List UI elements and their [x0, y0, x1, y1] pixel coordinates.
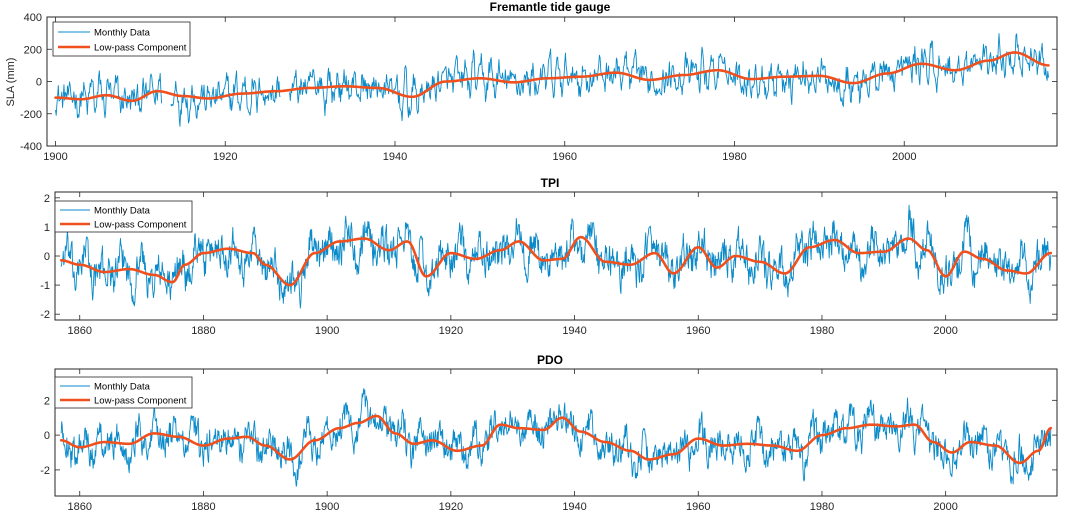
y-axis-label: SLA (mm): [5, 58, 17, 107]
x-tick-label: 1980: [810, 325, 834, 337]
y-tick-label: -400: [20, 141, 42, 153]
x-tick-label: 2000: [933, 325, 957, 337]
legend-label-lowpass: Low-pass Component: [94, 43, 187, 54]
x-tick-label: 1860: [67, 501, 91, 513]
y-tick-label: 0: [44, 251, 50, 263]
series-line-lowpass: [59, 235, 1053, 287]
y-tick-label: 400: [24, 12, 42, 24]
x-tick-label: 1940: [562, 501, 586, 513]
axes-frame: [54, 191, 1058, 321]
x-tick-label: 1960: [686, 501, 710, 513]
panel-pdo: PDO 1860 1880 1900 1920 1940 1960 1980 2000 -2 0 2…: [40, 353, 1058, 513]
legend-label-monthly: Monthly Data: [94, 206, 151, 217]
x-tick-label: 1980: [722, 151, 746, 163]
x-tick-label: 1960: [686, 325, 710, 337]
legend: Monthly Data Low-pass Component: [54, 376, 193, 409]
legend-box: [52, 21, 191, 57]
chart-title: TPI: [541, 176, 560, 190]
legend: Monthly Data Low-pass Component: [54, 200, 193, 233]
panel-tpi: TPI 1860 1880 1900 1920 1940 1960 1980 2000 -2 -1…: [40, 176, 1058, 337]
chart-title: PDO: [537, 353, 563, 367]
x-tick-label: 1900: [315, 501, 339, 513]
y-tick-label: 0: [36, 77, 42, 89]
y-tick-label: -1: [40, 280, 50, 292]
y-tick-label: -200: [20, 109, 42, 121]
y-tick-label: 2: [44, 395, 50, 407]
x-tick-label: 1980: [810, 501, 834, 513]
x-tick-label: 1920: [439, 325, 463, 337]
y-tick-label: 1: [44, 222, 50, 234]
x-tick-label: 1960: [552, 151, 576, 163]
x-tick-label: 1900: [43, 151, 67, 163]
y-tick-label: 200: [24, 44, 42, 56]
y-tick-label: -2: [40, 309, 50, 321]
legend-label-monthly: Monthly Data: [94, 28, 151, 39]
x-tick-label: 2000: [892, 151, 916, 163]
legend-box: [54, 200, 193, 233]
x-tick-label: 1880: [191, 501, 215, 513]
x-tick-label: 1860: [67, 325, 91, 337]
chart-title: Fremantle tide gauge: [490, 0, 611, 14]
legend: Monthly Data Low-pass Component: [52, 21, 191, 57]
legend-label-monthly: Monthly Data: [94, 382, 151, 393]
legend-box: [54, 376, 193, 409]
series-line-monthly: [60, 388, 1052, 487]
x-tick-label: 1920: [439, 501, 463, 513]
series-line-lowpass: [54, 51, 1050, 103]
panel-fremantle: Fremantle tide gauge SLA (mm) 1900 1920 19…: [5, 0, 1058, 163]
x-tick-label: 1920: [213, 151, 237, 163]
series-line-monthly: [60, 204, 1052, 309]
series-line-monthly: [55, 33, 1049, 127]
y-tick-label: 0: [44, 430, 50, 442]
legend-label-lowpass: Low-pass Component: [94, 396, 187, 407]
axes-frame: [54, 368, 1058, 497]
x-tick-label: 1880: [191, 325, 215, 337]
y-tick-label: 2: [44, 193, 50, 205]
legend-label-lowpass: Low-pass Component: [94, 220, 187, 231]
x-tick-label: 1940: [383, 151, 407, 163]
series-line-lowpass: [59, 414, 1053, 465]
x-tick-label: 1940: [562, 325, 586, 337]
x-tick-label: 1900: [315, 325, 339, 337]
x-tick-label: 2000: [933, 501, 957, 513]
y-tick-label: -2: [40, 465, 50, 477]
